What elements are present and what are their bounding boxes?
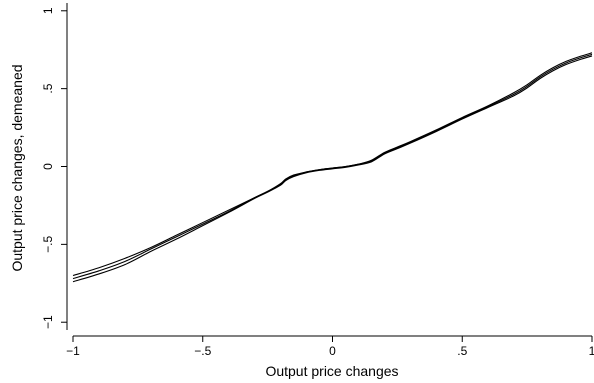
y-ticks: −1 −.5 0 .5 1 [41,7,67,329]
x-tick-label: 1 [589,344,594,358]
x-ticks: −1 −.5 0 .5 1 [66,336,594,358]
x-tick-label: .5 [457,344,467,358]
y-tick-label: −.5 [41,236,55,253]
y-axis-title: Output price changes, demeaned [9,64,25,271]
x-tick-label: 0 [329,344,336,358]
y-tick-label: 1 [41,7,55,14]
x-tick-label: −.5 [194,344,211,358]
x-axis-title: Output price changes [265,363,398,379]
series-line-3 [72,55,593,283]
y-tick-label: −1 [41,315,55,329]
series-line-1 [72,52,593,277]
series-line-2 [72,53,593,280]
x-tick-label: −1 [66,344,80,358]
series-layer [72,52,593,283]
y-tick-label: .5 [41,83,55,93]
y-tick-label: 0 [41,163,55,170]
